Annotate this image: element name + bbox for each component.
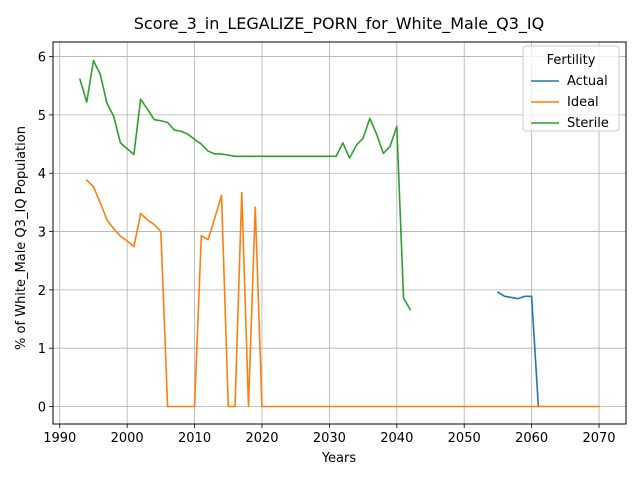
legend-label-actual: Actual [567, 74, 608, 89]
plot-frame [52, 41, 627, 425]
y-tick-label: 6 [38, 51, 46, 66]
x-tick-label: 2040 [380, 431, 413, 446]
x-tick-label: 2030 [313, 431, 346, 446]
y-tick-label: 0 [38, 401, 46, 416]
x-axis-label: Years [321, 451, 357, 466]
x-tick-label: 2010 [178, 431, 211, 446]
legend-box [522, 45, 620, 132]
series-line-actual [496, 291, 540, 408]
series-lines [78, 59, 600, 408]
y-tick-label: 2 [38, 284, 46, 299]
y-tick-label: 4 [38, 167, 46, 182]
series-line-sterile [78, 59, 412, 311]
legend-label-ideal: Ideal [567, 95, 599, 110]
legend: Fertility Actual Ideal Sterile [522, 45, 620, 132]
legend-title: Fertility [547, 53, 596, 68]
series-line-ideal [85, 179, 600, 408]
x-tick-label: 1990 [43, 431, 76, 446]
legend-label-sterile: Sterile [567, 116, 609, 131]
chart-title: Score_3_in_LEGALIZE_PORN_for_White_Male_… [134, 14, 544, 34]
axis-ticks: 1990 2000 2010 2020 2030 2040 2050 2060 2070 0 1 2 3… [38, 51, 616, 446]
y-axis-label: % of White_Male Q3_IQ Population [14, 126, 29, 350]
x-tick-label: 2020 [245, 431, 278, 446]
x-tick-label: 2060 [515, 431, 548, 446]
x-tick-label: 2070 [582, 431, 615, 446]
y-tick-label: 1 [38, 342, 46, 357]
x-tick-label: 2050 [448, 431, 481, 446]
legend-items: Actual Ideal Sterile [531, 74, 609, 131]
grid [53, 42, 626, 424]
y-tick-label: 5 [38, 109, 46, 124]
x-tick-label: 2000 [111, 431, 144, 446]
y-tick-label: 3 [38, 226, 46, 241]
